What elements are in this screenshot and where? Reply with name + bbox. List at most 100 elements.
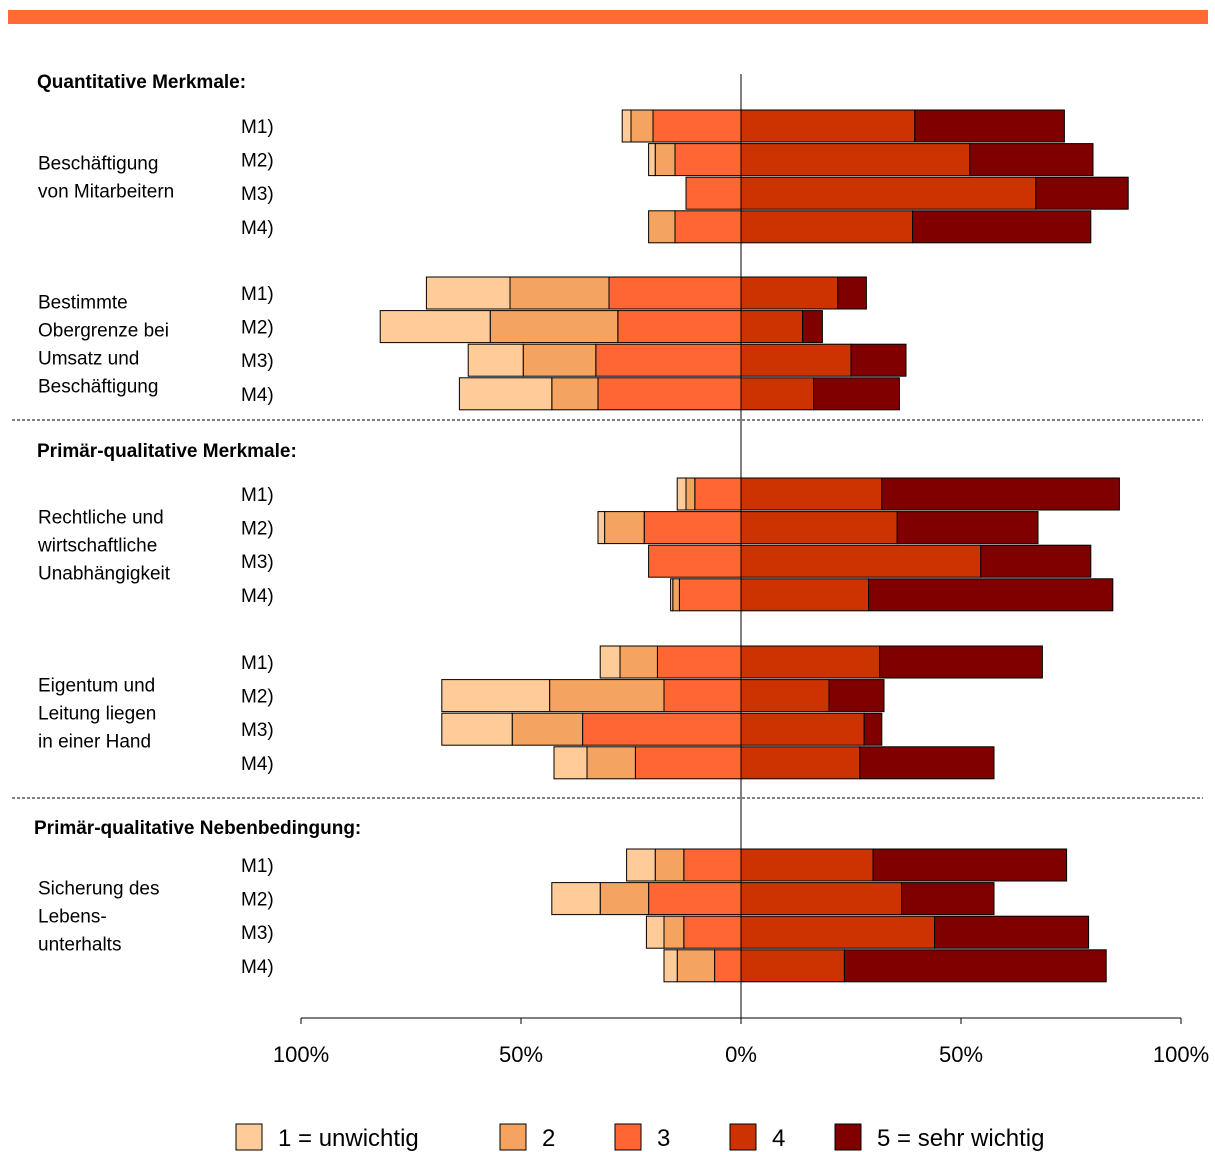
group-label: Sicherung des <box>38 878 159 899</box>
section-title: Primär-qualitative Nebenbedingung: <box>34 818 361 839</box>
bar-segment-level-3 <box>597 377 742 411</box>
bar-segment-level-4 <box>740 343 852 377</box>
bar-segment-level-1 <box>441 712 513 746</box>
row-label: M3) <box>241 923 274 944</box>
row-label: M4) <box>241 754 274 775</box>
bar-segment-level-1 <box>379 310 491 344</box>
bar-segment-level-1 <box>553 746 588 780</box>
row-label: M1) <box>241 117 274 138</box>
bar-segment-level-2 <box>630 109 654 143</box>
bar-segment-level-2 <box>648 210 676 244</box>
group-label: in einer Hand <box>38 731 151 752</box>
bar-segment-level-3 <box>685 176 742 210</box>
bar-segment-level-1 <box>599 645 621 679</box>
group-label: Beschäftigung <box>38 376 158 397</box>
legend-swatch <box>614 1123 642 1151</box>
group-label: wirtschaftliche <box>37 535 157 556</box>
bar-segment-level-5 <box>850 343 907 377</box>
bar-segment-level-1 <box>441 679 551 713</box>
bar-segment-level-2 <box>549 679 665 713</box>
group-label: Beschäftigung <box>38 153 158 174</box>
bar-segment-level-4 <box>740 310 804 344</box>
bar-segment-level-2 <box>654 143 676 177</box>
row-label: M1) <box>241 856 274 877</box>
bar-segment-level-4 <box>740 679 830 713</box>
bar-segment-level-2 <box>619 645 658 679</box>
bar-segment-level-1 <box>676 477 687 511</box>
bar-segment-level-2 <box>654 848 685 882</box>
bar-segment-level-4 <box>740 645 881 679</box>
bar-segment-level-4 <box>740 915 936 949</box>
bar-segment-level-4 <box>740 511 898 545</box>
top-accent-bar <box>8 10 1208 24</box>
bar-segment-level-2 <box>676 949 716 983</box>
bar-segment-level-3 <box>634 746 742 780</box>
bar-segment-level-3 <box>694 477 742 511</box>
row-label: M3) <box>241 351 274 372</box>
bar-segment-level-5 <box>859 746 995 780</box>
bar-segment-level-2 <box>663 915 685 949</box>
bar-segment-level-5 <box>863 712 883 746</box>
bar-segment-level-4 <box>740 276 839 310</box>
row-label: M1) <box>241 485 274 506</box>
bar-segment-level-2 <box>551 377 599 411</box>
bar-segment-level-1 <box>621 109 632 143</box>
row-label: M3) <box>241 720 274 741</box>
bar-segment-level-3 <box>678 578 742 612</box>
bar-segment-level-1 <box>425 276 511 310</box>
bar-segment-level-2 <box>509 276 610 310</box>
bar-segment-level-1 <box>645 915 665 949</box>
row-label: M2) <box>241 890 274 911</box>
group-label: Eigentum und <box>38 675 155 696</box>
row-label: M2) <box>241 687 274 708</box>
bar-segment-level-5 <box>1035 176 1129 210</box>
bar-segment-level-1 <box>663 949 678 983</box>
bar-segment-level-4 <box>740 477 883 511</box>
bar-segment-level-3 <box>652 109 742 143</box>
bar-segment-level-3 <box>648 882 742 916</box>
bar-segment-level-3 <box>643 511 742 545</box>
row-label: M3) <box>241 184 274 205</box>
bar-segment-level-3 <box>648 544 742 578</box>
bar-segment-level-2 <box>599 882 650 916</box>
bar-segment-level-5 <box>879 645 1043 679</box>
bar-segment-level-1 <box>626 848 656 882</box>
legend-label: 1 = unwichtig <box>278 1125 419 1152</box>
row-label: M3) <box>241 552 274 573</box>
group-label: Obergrenze bei <box>38 320 169 341</box>
bar-segment-level-5 <box>828 679 885 713</box>
bar-segment-level-2 <box>511 712 584 746</box>
group-label: Lebens- <box>38 906 107 927</box>
bar-segment-level-4 <box>740 746 861 780</box>
bar-segment-level-2 <box>522 343 597 377</box>
bar-segment-level-1 <box>467 343 524 377</box>
bar-segment-level-1 <box>648 143 656 177</box>
legend-label: 2 <box>542 1125 555 1152</box>
row-label: M2) <box>241 151 274 172</box>
bar-segment-level-3 <box>582 712 742 746</box>
bar-segment-level-3 <box>595 343 742 377</box>
group-label: Bestimmte <box>38 292 128 313</box>
bar-segment-level-5 <box>813 377 900 411</box>
group-label: Umsatz und <box>38 348 139 369</box>
group-label: Rechtliche und <box>38 507 164 528</box>
bar-segment-level-5 <box>901 882 995 916</box>
bar-segment-level-4 <box>740 143 971 177</box>
legend-swatch <box>235 1123 263 1151</box>
bar-segment-level-4 <box>740 544 982 578</box>
bar-segment-level-4 <box>740 882 903 916</box>
row-label: M4) <box>241 385 274 406</box>
bar-segment-level-4 <box>740 578 870 612</box>
bar-segment-level-3 <box>683 915 742 949</box>
bar-segment-level-1 <box>670 578 674 612</box>
bar-segment-level-1 <box>551 882 601 916</box>
bar-segment-level-5 <box>881 477 1120 511</box>
row-label: M1) <box>241 653 274 674</box>
legend-swatch <box>499 1123 527 1151</box>
bar-segment-level-5 <box>843 949 1107 983</box>
group-label: Leitung liegen <box>38 703 156 724</box>
section-title: Primär-qualitative Merkmale: <box>37 441 297 462</box>
bar-segment-level-4 <box>740 848 874 882</box>
bar-segment-level-4 <box>740 176 1037 210</box>
